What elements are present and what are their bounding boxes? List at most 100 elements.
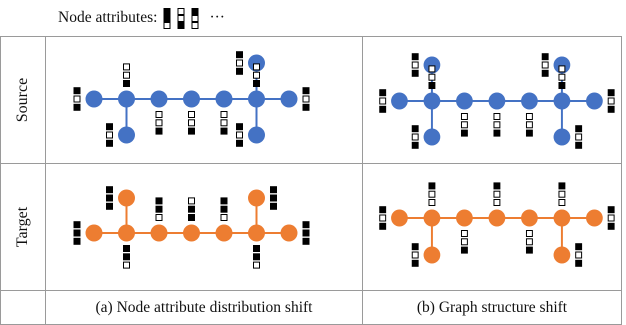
graph-node bbox=[118, 224, 135, 242]
attribute-cell bbox=[163, 22, 171, 29]
graph-node bbox=[423, 92, 441, 110]
attribute-cell bbox=[558, 65, 566, 73]
node-attribute-vector bbox=[411, 125, 419, 149]
attribute-cell bbox=[253, 253, 260, 261]
attribute-cell bbox=[155, 197, 163, 205]
graph-node bbox=[553, 209, 571, 227]
attribute-cell bbox=[411, 133, 419, 141]
graph-node bbox=[423, 246, 441, 264]
graph-node bbox=[586, 209, 603, 227]
node-attribute-vector bbox=[155, 111, 163, 135]
attribute-cell bbox=[188, 214, 195, 221]
attribute-cell bbox=[607, 89, 615, 97]
node-attribute-vector bbox=[220, 197, 228, 221]
attribute-cell bbox=[220, 205, 228, 213]
attribute-cell bbox=[188, 111, 195, 118]
attribute-cell bbox=[541, 69, 549, 77]
attribute-cell bbox=[155, 205, 163, 213]
attribute-cell bbox=[73, 221, 81, 229]
attribute-cell bbox=[188, 205, 195, 213]
graph-node bbox=[391, 209, 408, 227]
attribute-cell bbox=[607, 206, 615, 214]
legend-label: Node attributes: bbox=[58, 9, 158, 26]
attribute-cell bbox=[493, 182, 501, 190]
graph-node bbox=[85, 90, 103, 108]
attribute-cell bbox=[163, 8, 171, 15]
attribute-cell bbox=[123, 63, 130, 71]
attribute-cell bbox=[379, 105, 387, 113]
node-attribute-vector bbox=[73, 221, 81, 245]
graph-node bbox=[118, 126, 135, 144]
node-attribute-vector bbox=[428, 182, 436, 206]
graph-node bbox=[118, 189, 135, 207]
attribute-cell bbox=[379, 206, 387, 214]
graph-node bbox=[183, 90, 200, 108]
node-attribute-vector bbox=[302, 87, 310, 111]
graph-node bbox=[521, 209, 538, 227]
panel-a-source bbox=[45, 36, 363, 164]
attribute-cell bbox=[155, 127, 163, 135]
node-attribute-vector bbox=[460, 230, 468, 254]
attribute-cell bbox=[460, 238, 468, 246]
attribute-cell bbox=[302, 103, 310, 111]
graph-node bbox=[215, 224, 233, 242]
attribute-cell bbox=[253, 71, 260, 79]
attribute-cell bbox=[302, 221, 310, 229]
node-attribute-vector bbox=[236, 123, 243, 147]
graph-a-source bbox=[73, 51, 310, 147]
node-attribute-vector bbox=[493, 113, 501, 137]
attribute-cell bbox=[379, 97, 387, 105]
graph-node bbox=[488, 92, 506, 110]
attribute-cell bbox=[123, 261, 130, 269]
panel-a-target bbox=[45, 163, 363, 291]
attribute-cell bbox=[106, 131, 113, 139]
node-attribute-vector bbox=[270, 186, 277, 210]
graph-node bbox=[423, 209, 441, 227]
attribute-cell bbox=[73, 87, 81, 95]
attribute-cell bbox=[460, 121, 468, 129]
node-attribute-vector bbox=[253, 245, 260, 269]
attribute-cell bbox=[428, 73, 436, 81]
legend: Node attributes: ··· bbox=[58, 6, 225, 30]
attribute-cell bbox=[123, 71, 130, 79]
attribute-cell bbox=[188, 127, 195, 135]
attribute-cell bbox=[460, 129, 468, 137]
node-attribute-vector bbox=[558, 182, 566, 206]
node-attribute-vector bbox=[155, 197, 163, 221]
attribute-cell bbox=[191, 22, 199, 29]
attribute-cell bbox=[525, 238, 533, 246]
attribute-cell bbox=[575, 133, 583, 141]
attribute-cell bbox=[525, 113, 533, 120]
graph-node bbox=[553, 128, 571, 146]
node-attribute-vector bbox=[607, 206, 615, 230]
attribute-cell bbox=[379, 214, 387, 222]
attribute-cell bbox=[106, 202, 113, 210]
attribute-cell bbox=[73, 103, 81, 111]
attribute-cell bbox=[123, 253, 130, 261]
attribute-cell bbox=[155, 119, 163, 127]
attribute-cell bbox=[558, 190, 566, 198]
graph-node bbox=[586, 92, 603, 110]
attribute-cell bbox=[493, 113, 501, 120]
attribute-cell bbox=[541, 61, 549, 69]
node-attribute-vector bbox=[253, 63, 260, 87]
attribute-cell bbox=[460, 230, 468, 237]
attribute-cell bbox=[270, 186, 277, 194]
attribute-cell bbox=[411, 251, 419, 259]
graph-node bbox=[183, 224, 200, 242]
attribute-cell bbox=[493, 129, 501, 137]
graph-node bbox=[456, 209, 473, 227]
node-attribute-vector bbox=[525, 230, 533, 254]
empty-corner-cell bbox=[0, 290, 46, 325]
node-attribute-vector bbox=[411, 243, 419, 267]
caption-b: (b) Graph structure shift bbox=[362, 290, 622, 325]
attribute-cell bbox=[106, 194, 113, 202]
graph-node bbox=[118, 90, 135, 108]
panel-b-target bbox=[362, 163, 622, 291]
graph-node bbox=[150, 90, 168, 108]
attribute-cell bbox=[575, 243, 583, 251]
node-attribute-vector bbox=[188, 111, 195, 135]
attribute-cell bbox=[220, 119, 228, 127]
attribute-cell bbox=[575, 125, 583, 133]
attribute-cell bbox=[253, 261, 260, 269]
